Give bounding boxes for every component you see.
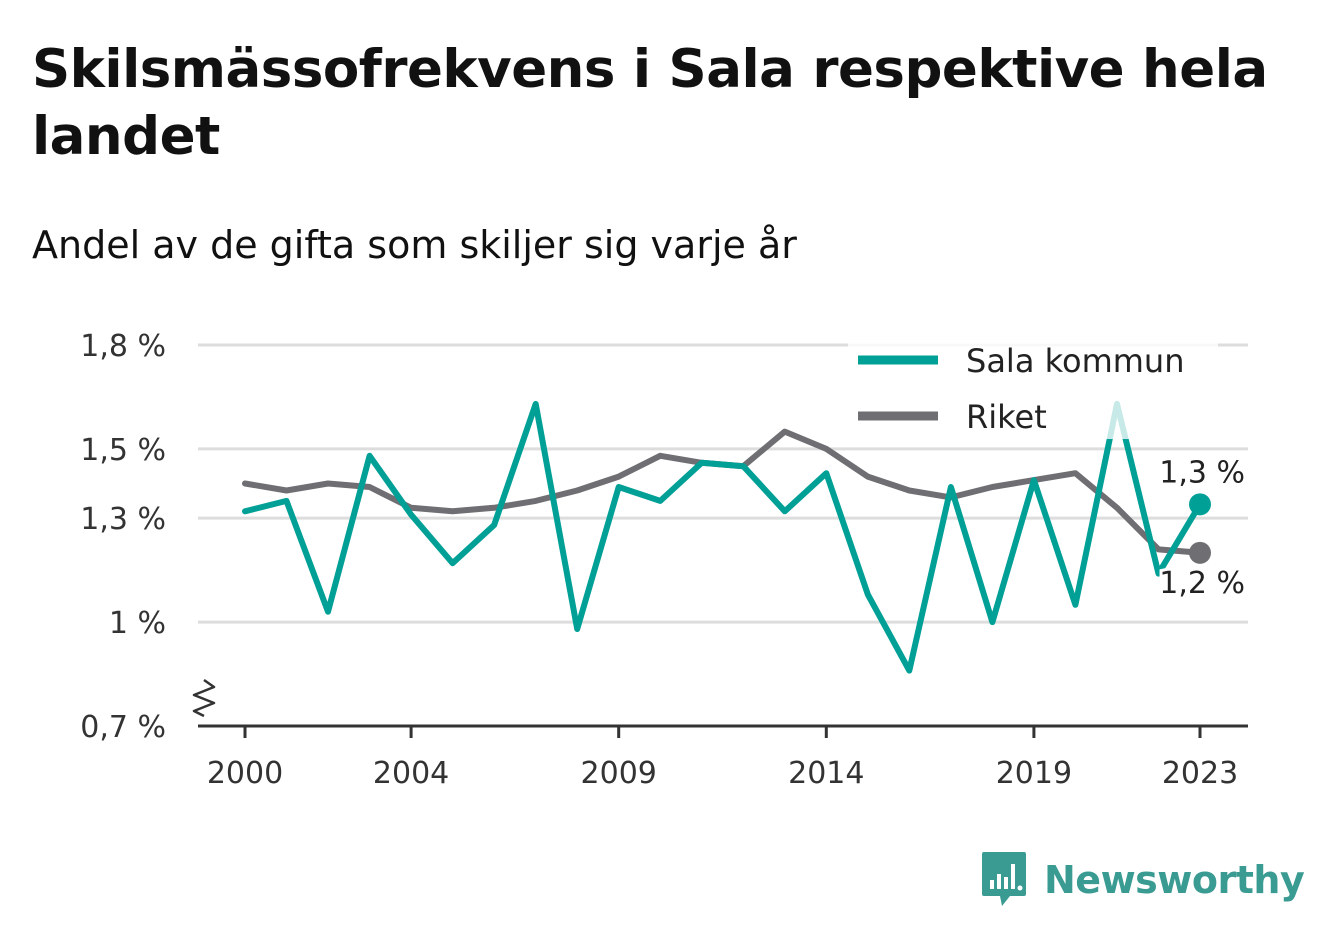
bar-chart-speech-bubble-icon: [982, 852, 1026, 906]
axis-break-icon: [192, 678, 216, 718]
legend-background: [848, 337, 1218, 439]
y-tick-label: 1 %: [109, 606, 166, 641]
brand-name: Newsworthy: [1044, 858, 1305, 902]
end-value-label: 1,2 %: [1159, 566, 1245, 601]
end-value-label: 1,3 %: [1159, 455, 1245, 490]
legend: Sala kommun Riket: [848, 337, 1218, 439]
legend-label: Riket: [966, 398, 1047, 436]
x-tick-label: 2023: [1162, 756, 1238, 791]
x-tick-label: 2014: [788, 756, 864, 791]
chart-subtitle: Andel av de gifta som skiljer sig varje …: [32, 223, 797, 267]
series-lines: [242, 400, 1203, 674]
newsworthy-logo: Newsworthy: [980, 850, 1305, 910]
x-tick-label: 2019: [996, 756, 1072, 791]
y-tick-label: 1,8 %: [80, 329, 166, 364]
end-marker: [1189, 541, 1211, 564]
end-marker: [1189, 493, 1211, 516]
x-tick-label: 2004: [373, 756, 449, 791]
series-line-sala: [242, 400, 1203, 674]
chart-title: Skilsmässofrekvens i Sala respektive hel…: [32, 39, 1268, 167]
x-tick-label: 2000: [207, 756, 283, 791]
end-markers: 1,3 % 1,2 %: [1156, 452, 1248, 603]
x-tick-label: 2009: [581, 756, 657, 791]
axes: 0,7 % 1 % 1,3 % 1,5 % 1,8 % 2000 2004 2009 2014 2…: [80, 329, 1248, 791]
legend-label: Sala kommun: [966, 342, 1184, 380]
y-tick-label: 1,3 %: [80, 502, 166, 537]
y-tick-label: 1,5 %: [80, 433, 166, 468]
y-tick-label: 0,7 %: [80, 710, 166, 745]
